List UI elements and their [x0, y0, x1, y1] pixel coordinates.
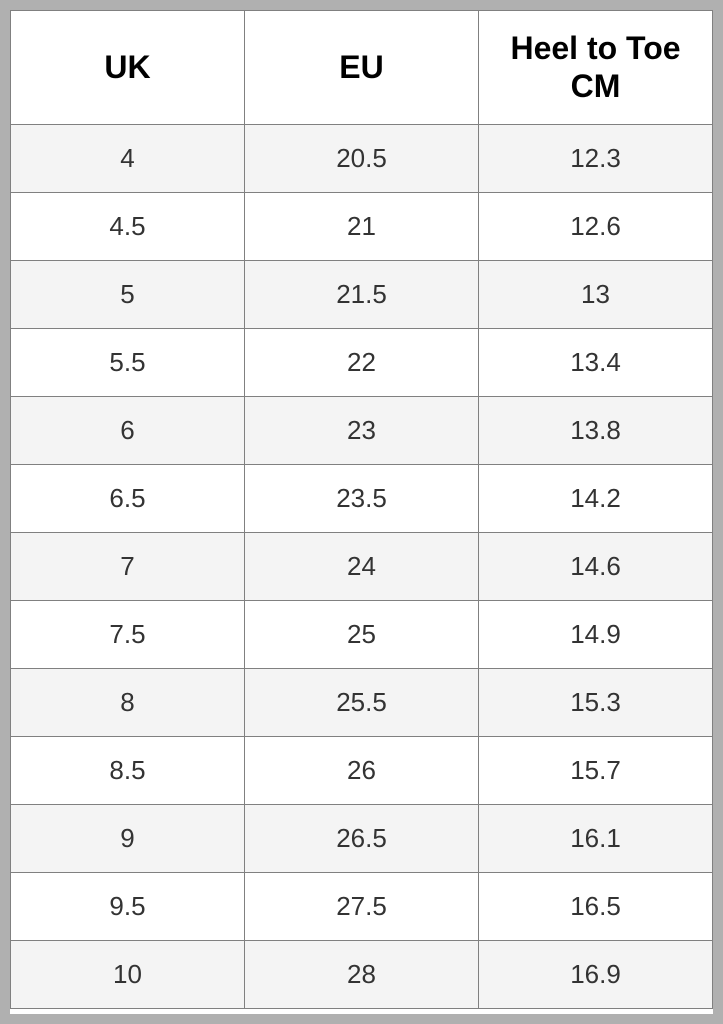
cell-eu: 24 [245, 532, 479, 600]
table-body: 4 20.5 12.3 4.5 21 12.6 5 21.5 13 5.5 22… [11, 124, 713, 1008]
cell-cm: 14.9 [479, 600, 713, 668]
cell-uk: 4 [11, 124, 245, 192]
cell-uk: 5 [11, 260, 245, 328]
cell-eu: 21.5 [245, 260, 479, 328]
col-header-heel-to-toe-line1: Heel to Toe [510, 30, 680, 66]
cell-uk: 6 [11, 396, 245, 464]
cell-eu: 27.5 [245, 872, 479, 940]
cell-cm: 16.9 [479, 940, 713, 1008]
table-row: 6 23 13.8 [11, 396, 713, 464]
cell-eu: 20.5 [245, 124, 479, 192]
table-row: 7 24 14.6 [11, 532, 713, 600]
cell-cm: 14.6 [479, 532, 713, 600]
table-row: 9.5 27.5 16.5 [11, 872, 713, 940]
cell-cm: 12.6 [479, 192, 713, 260]
col-header-heel-to-toe: Heel to Toe CM [479, 11, 713, 125]
cell-eu: 23 [245, 396, 479, 464]
col-header-uk: UK [11, 11, 245, 125]
table-row: 8.5 26 15.7 [11, 736, 713, 804]
table-row: 7.5 25 14.9 [11, 600, 713, 668]
cell-uk: 8 [11, 668, 245, 736]
cell-cm: 16.5 [479, 872, 713, 940]
cell-uk: 10 [11, 940, 245, 1008]
cell-uk: 6.5 [11, 464, 245, 532]
cell-eu: 21 [245, 192, 479, 260]
cell-uk: 4.5 [11, 192, 245, 260]
cell-uk: 7.5 [11, 600, 245, 668]
cell-cm: 13 [479, 260, 713, 328]
table-header: UK EU Heel to Toe CM [11, 11, 713, 125]
table-row: 5 21.5 13 [11, 260, 713, 328]
table-row: 10 28 16.9 [11, 940, 713, 1008]
cell-uk: 7 [11, 532, 245, 600]
col-header-eu: EU [245, 11, 479, 125]
table-row: 9 26.5 16.1 [11, 804, 713, 872]
cell-eu: 28 [245, 940, 479, 1008]
table-row: 4 20.5 12.3 [11, 124, 713, 192]
table-header-row: UK EU Heel to Toe CM [11, 11, 713, 125]
cell-eu: 26 [245, 736, 479, 804]
cell-cm: 12.3 [479, 124, 713, 192]
cell-uk: 9 [11, 804, 245, 872]
cell-cm: 15.7 [479, 736, 713, 804]
col-header-heel-to-toe-line2: CM [571, 68, 621, 104]
cell-eu: 25.5 [245, 668, 479, 736]
cell-eu: 23.5 [245, 464, 479, 532]
table-row: 6.5 23.5 14.2 [11, 464, 713, 532]
cell-cm: 16.1 [479, 804, 713, 872]
cell-eu: 25 [245, 600, 479, 668]
cell-eu: 26.5 [245, 804, 479, 872]
cell-uk: 8.5 [11, 736, 245, 804]
size-table: UK EU Heel to Toe CM 4 20.5 12.3 4.5 21 … [10, 10, 713, 1009]
table-row: 5.5 22 13.4 [11, 328, 713, 396]
size-table-container: UK EU Heel to Toe CM 4 20.5 12.3 4.5 21 … [10, 10, 713, 1014]
table-row: 8 25.5 15.3 [11, 668, 713, 736]
table-row: 4.5 21 12.6 [11, 192, 713, 260]
cell-cm: 13.8 [479, 396, 713, 464]
cell-eu: 22 [245, 328, 479, 396]
cell-uk: 9.5 [11, 872, 245, 940]
cell-cm: 13.4 [479, 328, 713, 396]
cell-uk: 5.5 [11, 328, 245, 396]
cell-cm: 14.2 [479, 464, 713, 532]
cell-cm: 15.3 [479, 668, 713, 736]
